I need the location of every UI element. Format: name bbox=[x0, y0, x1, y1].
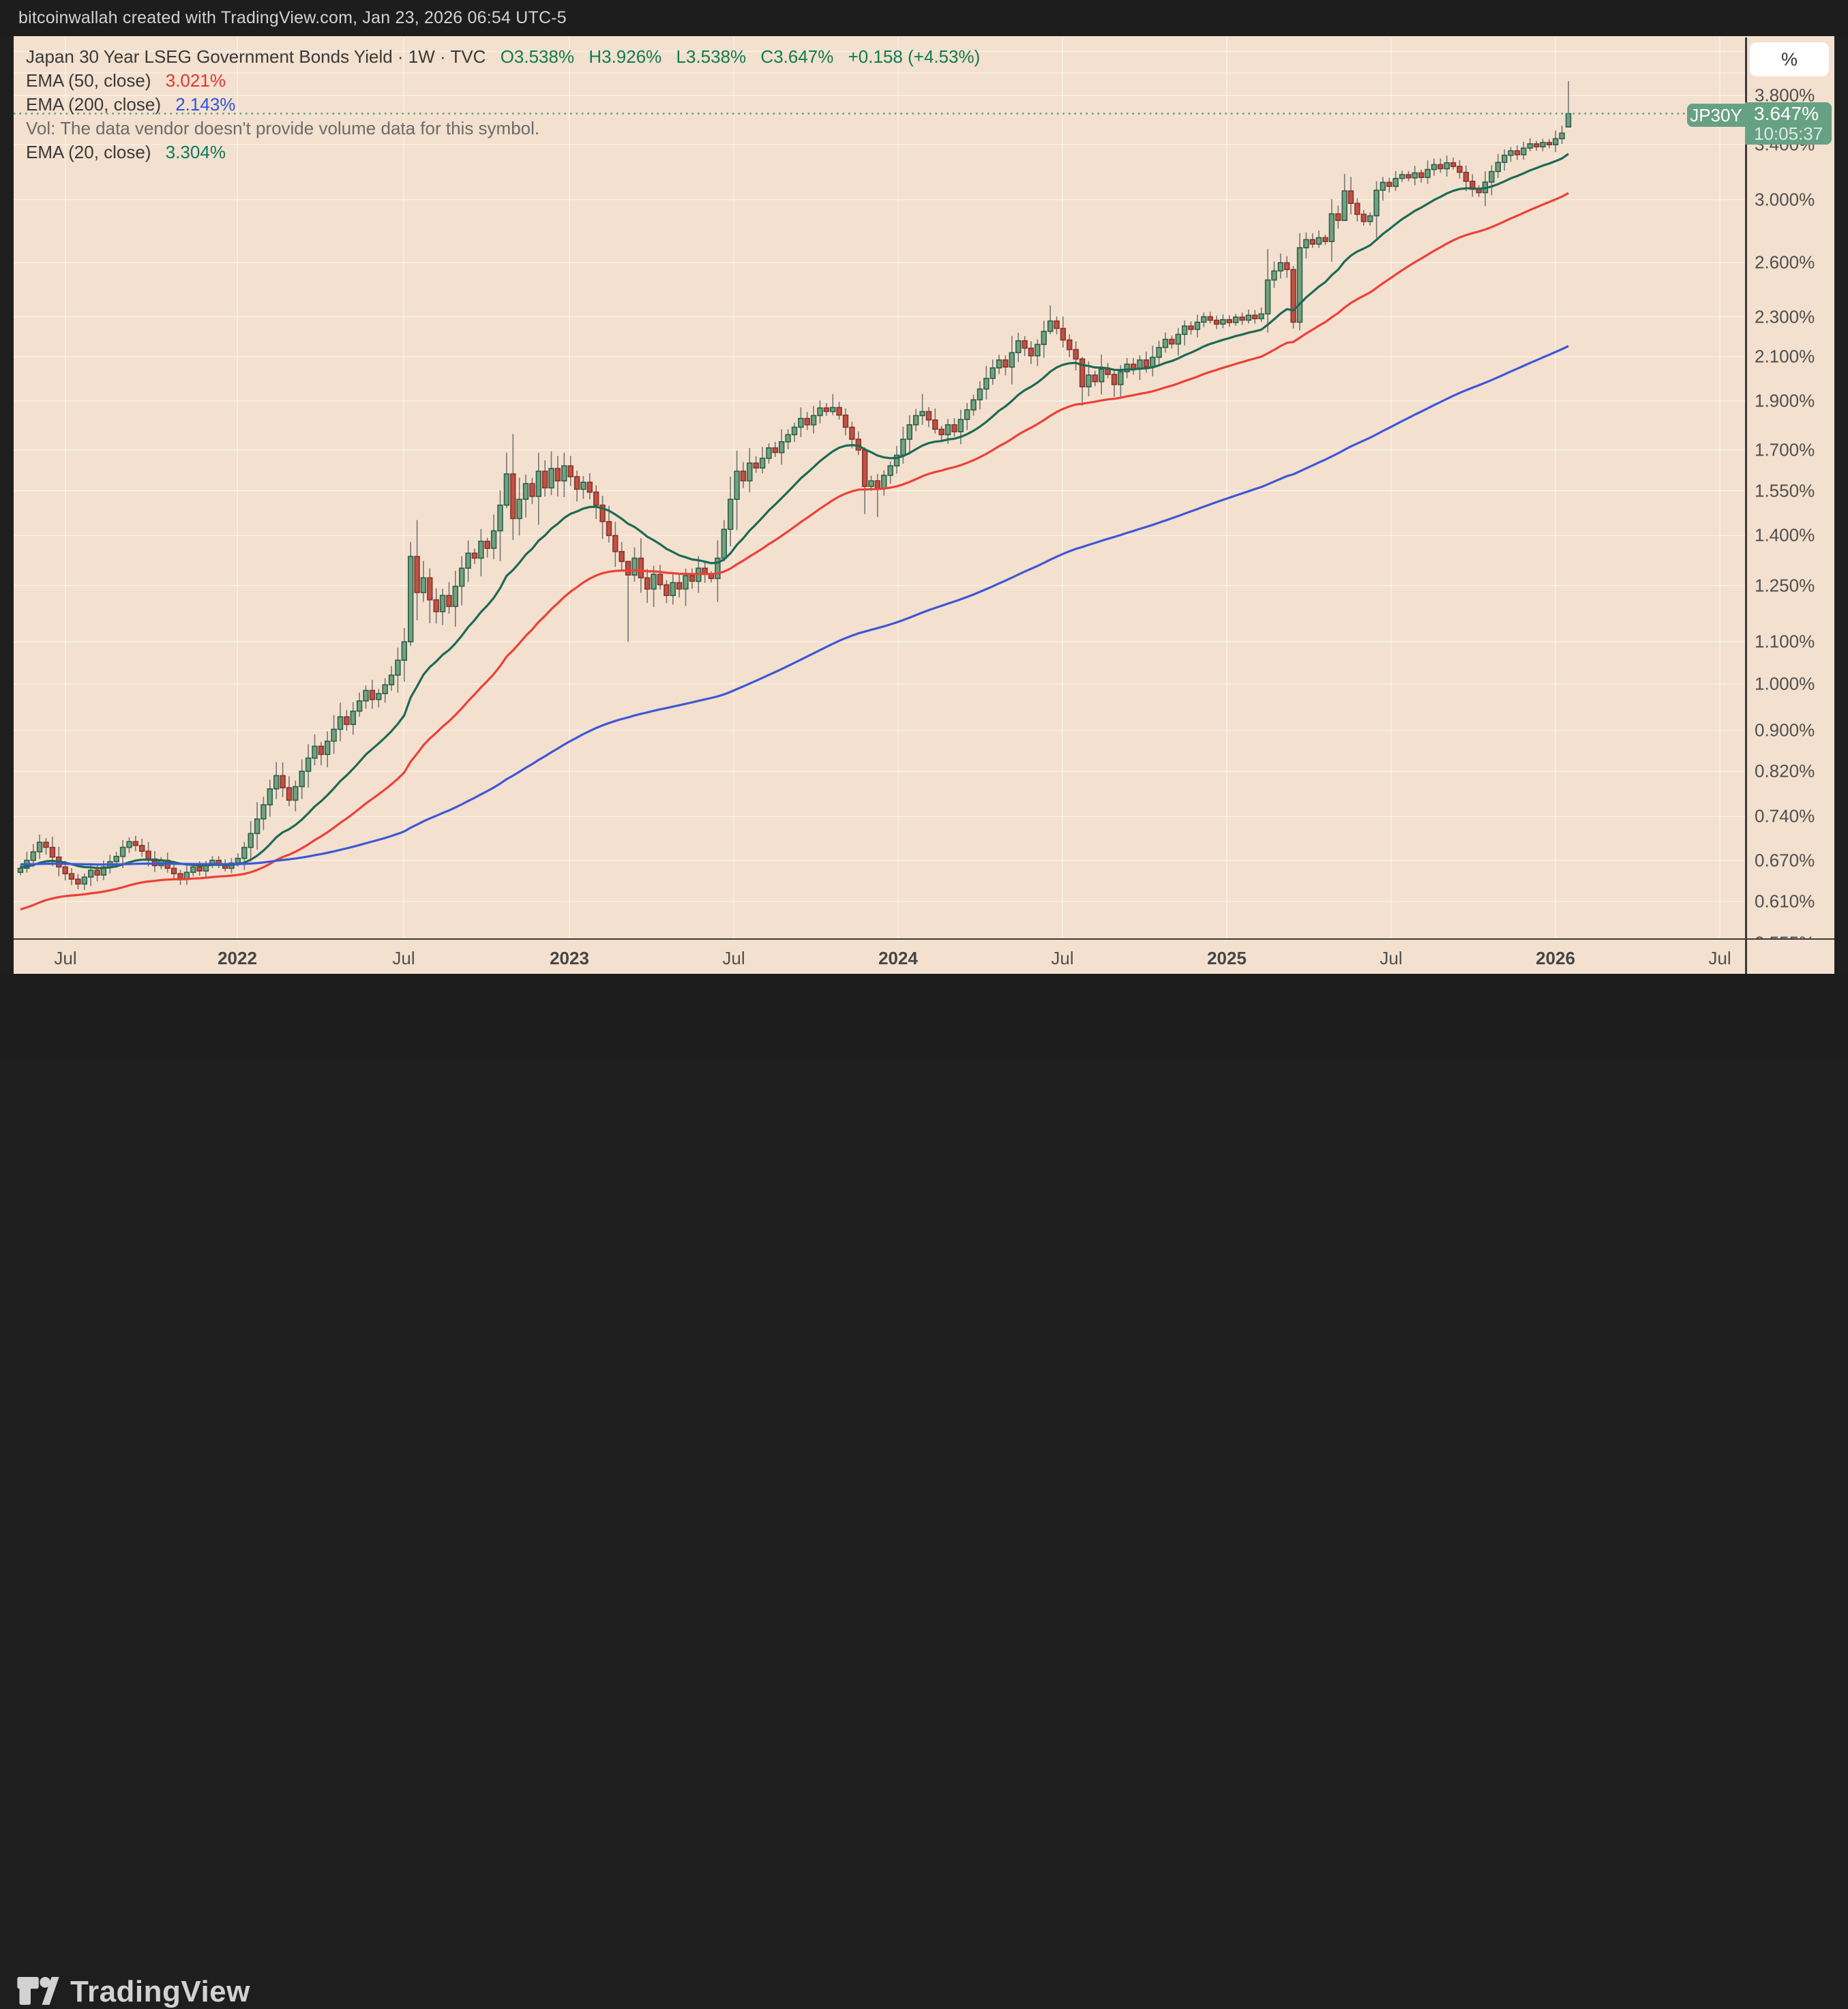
price-label: 1.700% bbox=[1755, 439, 1815, 460]
time-label: Jul bbox=[54, 948, 77, 968]
ema50-line[interactable] bbox=[20, 192, 1569, 911]
legend-volume-row[interactable]: Vol: The data vendor doesn't provide vol… bbox=[26, 117, 980, 140]
price-label: 3.000% bbox=[1755, 189, 1815, 210]
symbol-title: Japan 30 Year LSEG Government Bonds Yiel… bbox=[26, 46, 486, 67]
candlestick-plot[interactable] bbox=[14, 38, 1745, 938]
current-price-value: 3.647% bbox=[1754, 103, 1819, 124]
time-axis[interactable]: Jul 2022 Jul 2023 Jul 2024 Jul 2025 Jul 2026 Jul bbox=[14, 940, 1745, 974]
price-label: 0.740% bbox=[1755, 805, 1815, 827]
price-label: 2.100% bbox=[1755, 346, 1815, 367]
time-label: Jul bbox=[722, 948, 745, 968]
price-label: 0.670% bbox=[1755, 850, 1815, 871]
footer-bar: TradingView bbox=[0, 974, 1848, 2008]
ema200-value: 2.143% bbox=[175, 94, 236, 115]
percent-scale-label: % bbox=[1780, 48, 1798, 70]
legend-ema200-row[interactable]: EMA (200, close) 2.143% bbox=[26, 93, 980, 117]
ema50-label: EMA (50, close) bbox=[26, 70, 151, 91]
price-label: 0.555% bbox=[1755, 933, 1815, 938]
time-axis-border bbox=[14, 938, 1834, 940]
time-label: 2023 bbox=[550, 948, 589, 968]
price-label: 1.100% bbox=[1755, 631, 1815, 652]
ohlc-low: L3.538% bbox=[676, 46, 747, 67]
ohlc-high: H3.926% bbox=[588, 46, 662, 67]
tradingview-wordmark: TradingView bbox=[70, 1975, 250, 2008]
candle-bodies bbox=[17, 113, 1572, 885]
price-label: 0.900% bbox=[1755, 719, 1815, 741]
time-label: Jul bbox=[1051, 948, 1074, 968]
percent-scale-button[interactable]: % bbox=[1750, 42, 1829, 76]
ema20-line[interactable] bbox=[20, 153, 1569, 869]
time-label: 2024 bbox=[878, 948, 918, 968]
symbol-tag-text: JP30Y bbox=[1690, 104, 1742, 125]
price-axis[interactable]: 3.800%3.400%3.000%2.600%2.300%2.100%1.90… bbox=[1745, 38, 1834, 939]
price-label: 1.000% bbox=[1755, 673, 1815, 694]
grid-lines bbox=[14, 38, 1745, 938]
price-axis-border bbox=[1745, 38, 1747, 974]
price-label: 1.900% bbox=[1755, 390, 1815, 411]
tradingview-mark-icon bbox=[17, 1977, 59, 2005]
price-label: 3.800% bbox=[1755, 85, 1815, 106]
legend-ema20-row[interactable]: EMA (20, close) 3.304% bbox=[26, 140, 980, 164]
legend-ema50-row[interactable]: EMA (50, close) 3.021% bbox=[26, 69, 980, 93]
ema20-label: EMA (20, close) bbox=[26, 142, 151, 162]
price-label: 1.400% bbox=[1755, 524, 1815, 546]
time-label: 2026 bbox=[1536, 948, 1575, 968]
ema200-line[interactable] bbox=[20, 345, 1569, 866]
price-label: 1.250% bbox=[1755, 575, 1815, 596]
price-label: 2.300% bbox=[1755, 306, 1815, 327]
chart-background bbox=[14, 36, 1834, 974]
legend-symbol-row[interactable]: Japan 30 Year LSEG Government Bonds Yiel… bbox=[26, 45, 980, 69]
ema200-label: EMA (200, close) bbox=[26, 94, 161, 115]
symbol-price-tag: JP30Y bbox=[1687, 104, 1745, 127]
ohlc-close: C3.647% bbox=[760, 46, 834, 67]
ohlc-open: O3.538% bbox=[500, 46, 575, 67]
price-label: 2.600% bbox=[1755, 252, 1815, 273]
tradingview-logo[interactable]: TradingView bbox=[17, 1975, 250, 2009]
top-credit-bar: bitcoinwallah created with TradingView.c… bbox=[0, 0, 1848, 36]
current-price-badge: 3.647% 10:05:37 bbox=[1745, 102, 1832, 145]
time-label: Jul bbox=[1380, 948, 1403, 968]
ema50-value: 3.021% bbox=[165, 70, 226, 91]
current-price-time: 10:05:37 bbox=[1754, 123, 1823, 144]
time-label: 2025 bbox=[1207, 948, 1247, 968]
credit-text: bitcoinwallah created with TradingView.c… bbox=[18, 8, 567, 27]
price-label: 0.610% bbox=[1755, 891, 1815, 912]
time-label: Jul bbox=[1708, 948, 1731, 968]
time-label: 2022 bbox=[218, 948, 257, 968]
chart-legend: Japan 30 Year LSEG Government Bonds Yiel… bbox=[26, 45, 980, 164]
ohlc-change: +0.158 (+4.53%) bbox=[848, 46, 981, 67]
price-label: 1.550% bbox=[1755, 480, 1815, 501]
ema20-value: 3.304% bbox=[165, 142, 226, 162]
price-label: 0.820% bbox=[1755, 760, 1815, 782]
time-label: Jul bbox=[392, 948, 415, 968]
volume-note: Vol: The data vendor doesn't provide vol… bbox=[26, 118, 540, 138]
